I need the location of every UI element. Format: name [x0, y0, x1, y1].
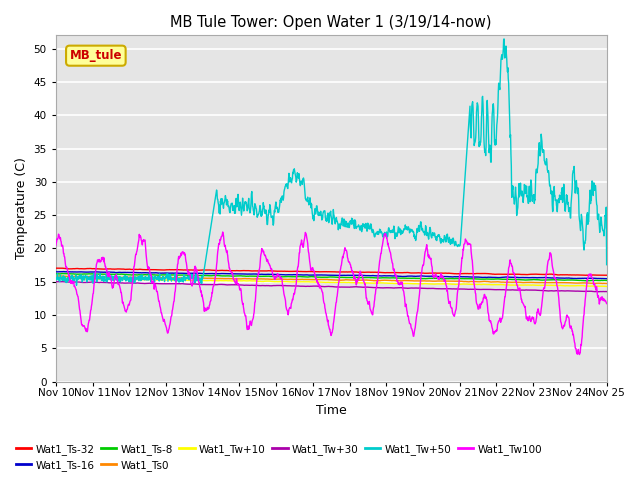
X-axis label: Time: Time	[316, 404, 347, 417]
Y-axis label: Temperature (C): Temperature (C)	[15, 157, 28, 259]
Title: MB Tule Tower: Open Water 1 (3/19/14-now): MB Tule Tower: Open Water 1 (3/19/14-now…	[170, 15, 492, 30]
Legend: Wat1_Ts-32, Wat1_Ts-16, Wat1_Ts-8, Wat1_Ts0, Wat1_Tw+10, Wat1_Tw+30, Wat1_Tw+50,: Wat1_Ts-32, Wat1_Ts-16, Wat1_Ts-8, Wat1_…	[12, 439, 546, 475]
Text: MB_tule: MB_tule	[70, 49, 122, 62]
